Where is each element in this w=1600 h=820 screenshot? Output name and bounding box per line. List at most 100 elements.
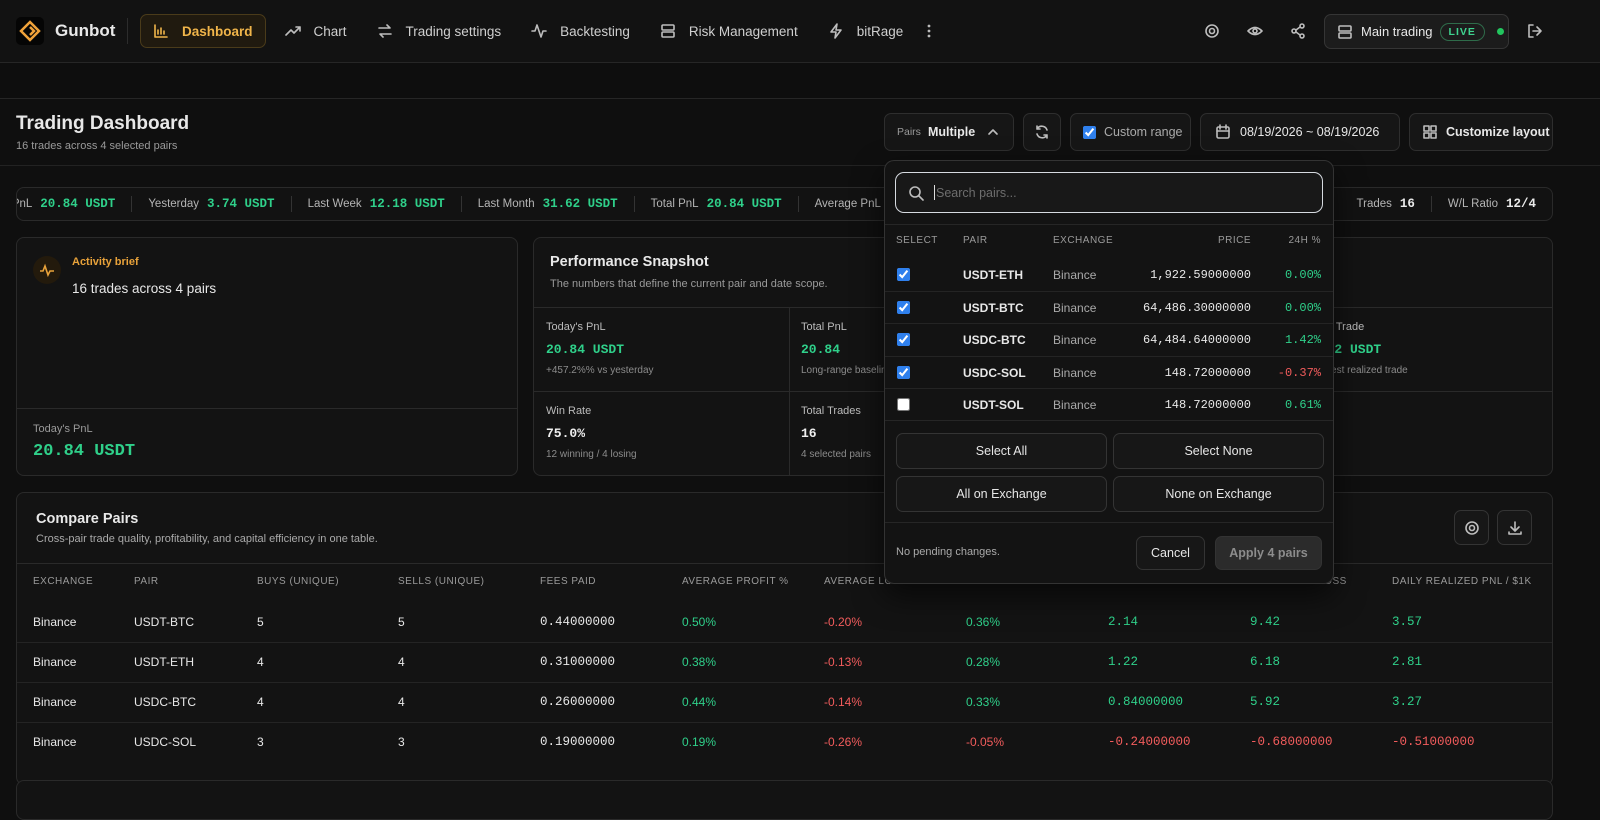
picker-button[interactable]: None on Exchange bbox=[1113, 476, 1324, 512]
metric-note: Long-range baseline bbox=[801, 365, 893, 376]
activity-pnl-value: 20.84 USDT bbox=[33, 442, 136, 461]
layout-icon bbox=[1423, 125, 1437, 139]
cell: 0.36% bbox=[966, 615, 1001, 629]
picker-button[interactable]: All on Exchange bbox=[896, 476, 1107, 512]
nav-item[interactable]: Risk Management bbox=[647, 14, 811, 48]
nav-item[interactable]: Dashboard bbox=[140, 14, 266, 48]
cell: Binance bbox=[33, 735, 77, 749]
page-body: Gunbot Dashboard Chart Trading settings Bac… bbox=[0, 14, 1600, 820]
settings-icon[interactable] bbox=[1204, 23, 1220, 39]
metric-value: 20.84 USDT bbox=[546, 342, 625, 357]
picker-button[interactable]: Select All bbox=[896, 433, 1107, 469]
divider bbox=[789, 307, 790, 475]
custom-range-checkbox[interactable] bbox=[1083, 125, 1096, 139]
picker-button[interactable]: Select None bbox=[1113, 433, 1324, 469]
activity-label: Activity brief bbox=[72, 256, 139, 268]
metric-note: +457.2%% vs yesterday bbox=[546, 365, 654, 376]
nav-label: bitRage bbox=[856, 23, 904, 39]
custom-range[interactable]: Custom range bbox=[1070, 113, 1191, 151]
pairs-selector[interactable]: Pairs Multiple bbox=[884, 113, 1014, 151]
activity-pnl-label: Today's PnL bbox=[33, 423, 93, 435]
cell: 5 bbox=[257, 615, 264, 629]
ticker-label: Yesterday bbox=[148, 198, 200, 210]
column-header: SELLS (UNIQUE) bbox=[398, 576, 485, 587]
pair-picker: Search pairs... No pending changes. Canc… bbox=[884, 160, 1334, 584]
cell: 3 bbox=[398, 735, 405, 749]
nav-icon bbox=[284, 26, 301, 36]
more-menu[interactable] bbox=[922, 23, 936, 39]
activity-icon bbox=[33, 256, 61, 284]
ticker-value: 20.84 USDT bbox=[706, 197, 782, 211]
ticker-value: 31.62 USDT bbox=[542, 197, 618, 211]
divider bbox=[885, 522, 1333, 523]
pair-name: USDC-BTC bbox=[963, 333, 1026, 347]
pair-checkbox[interactable] bbox=[897, 365, 910, 379]
settings-icon bbox=[1464, 520, 1479, 535]
ticker-label: Trades bbox=[1356, 198, 1392, 210]
cell: 2.14 bbox=[1108, 615, 1139, 629]
cell: USDT-ETH bbox=[134, 655, 194, 669]
nav-item[interactable]: Backtesting bbox=[518, 14, 643, 48]
cell: 9.42 bbox=[1250, 615, 1281, 629]
nav-item[interactable]: Trading settings bbox=[364, 14, 515, 48]
pair-price: 1,922.59000000 bbox=[1150, 268, 1251, 282]
column-header: DAILY REALIZED PNL / $1K bbox=[1392, 576, 1532, 587]
nav-icon bbox=[829, 23, 842, 39]
pair-checkbox[interactable] bbox=[897, 398, 910, 411]
ticker-label: Last Week bbox=[307, 198, 362, 210]
pair-change: 0.00% bbox=[1284, 268, 1321, 282]
cancel-button[interactable]: Cancel bbox=[1136, 536, 1205, 570]
download-icon bbox=[1507, 520, 1522, 535]
activity-text: 16 trades across 4 pairs bbox=[72, 281, 217, 296]
cell: 4 bbox=[257, 655, 264, 669]
account-switch[interactable]: Main trading LIVE bbox=[1324, 14, 1509, 49]
search-placeholder: Search pairs... bbox=[936, 185, 1017, 200]
pair-exchange: Binance bbox=[1053, 365, 1097, 380]
pair-exchange: Binance bbox=[1053, 300, 1097, 315]
picker-column: EXCHANGE bbox=[1053, 235, 1114, 246]
compare-download[interactable] bbox=[1497, 510, 1532, 545]
page-subtitle: 16 trades across 4 selected pairs bbox=[16, 140, 178, 152]
column-header: AVERAGE LOSS % bbox=[824, 576, 920, 587]
pair-search[interactable]: Search pairs... bbox=[895, 172, 1323, 213]
ticker-value: 20.84 USDT bbox=[40, 197, 116, 211]
compare-settings[interactable] bbox=[1454, 510, 1489, 545]
row-divider bbox=[885, 388, 1333, 389]
customize-layout[interactable]: Customize layout bbox=[1409, 113, 1553, 151]
cell: 1.22 bbox=[1108, 655, 1139, 669]
nav-item[interactable]: bitRage bbox=[815, 14, 917, 48]
pair-checkbox[interactable] bbox=[897, 333, 910, 346]
ticker-value: 12.18 USDT bbox=[369, 197, 445, 211]
search-icon bbox=[909, 185, 924, 201]
nav-item[interactable]: Chart bbox=[272, 14, 360, 48]
chevron bbox=[988, 129, 998, 135]
cell: -0.13% bbox=[824, 655, 863, 669]
date-range[interactable]: 08/19/2026 ~ 08/19/2026 bbox=[1200, 113, 1400, 151]
column-header: FEES PAID bbox=[540, 576, 596, 587]
share-icon[interactable] bbox=[1290, 23, 1306, 39]
nav-icon bbox=[531, 24, 547, 38]
pair-name: USDT-ETH bbox=[963, 268, 1023, 282]
apply-button[interactable]: Apply 4 pairs bbox=[1215, 536, 1322, 570]
pair-checkbox[interactable] bbox=[897, 300, 910, 314]
logout-icon[interactable] bbox=[1527, 23, 1543, 39]
metric-value: 16 bbox=[801, 426, 817, 441]
pair-checkbox[interactable] bbox=[897, 268, 910, 281]
metric-label: Total Trades bbox=[801, 405, 861, 417]
customize-label: Customize layout bbox=[1446, 125, 1550, 139]
ticker-item: Trades 16 bbox=[1341, 196, 1432, 212]
divider bbox=[17, 563, 1552, 564]
cell: USDC-SOL bbox=[134, 735, 197, 749]
cell: 0.84000000 bbox=[1108, 695, 1184, 709]
picker-column: 24H % bbox=[1288, 235, 1321, 246]
refresh-button[interactable] bbox=[1023, 113, 1061, 151]
view-icon[interactable] bbox=[1247, 23, 1263, 39]
cell: 3.57 bbox=[1392, 615, 1423, 629]
pair-exchange: Binance bbox=[1053, 398, 1097, 412]
pair-price: 148.72000000 bbox=[1164, 365, 1251, 380]
divider bbox=[17, 408, 517, 409]
row-divider bbox=[885, 323, 1333, 324]
ticker-item: Total PnL 20.84 USDT bbox=[635, 196, 799, 212]
cell: 4 bbox=[257, 695, 264, 709]
status-dot bbox=[1496, 28, 1504, 35]
